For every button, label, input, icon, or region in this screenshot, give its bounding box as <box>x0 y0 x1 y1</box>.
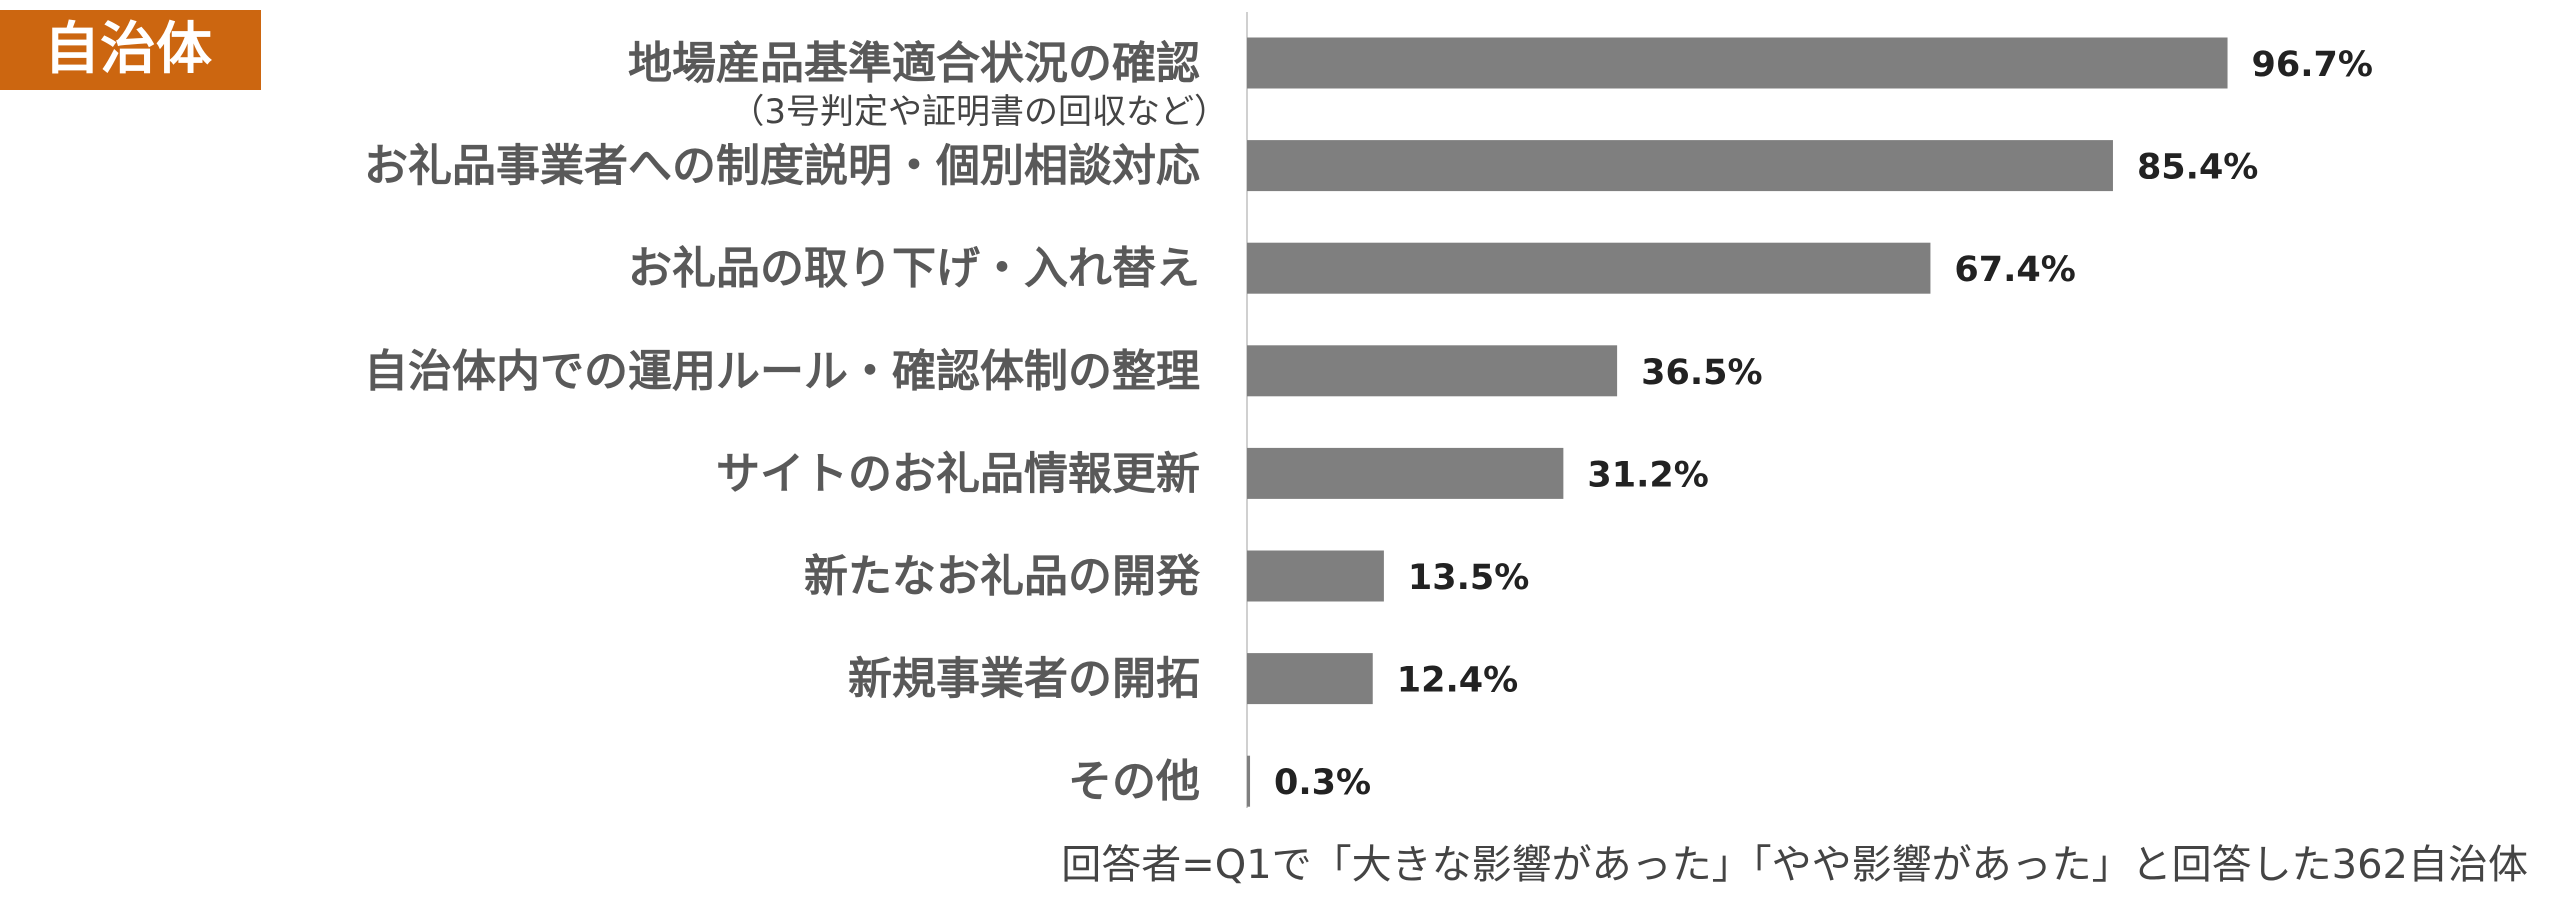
bar-6 <box>1247 550 1384 602</box>
category-label-3: お礼品の取り下げ・入れ替え <box>628 243 1200 294</box>
value-label-6: 13.5% <box>1408 558 1529 598</box>
value-labels: 96.7% 85.4% 67.4% 36.5% 31.2% 13.5% 12.4% 0.3% <box>1274 45 2373 803</box>
category-label-5: サイトのお礼品情報更新 <box>716 448 1200 499</box>
category-sublabel-1: （3号判定や証明書の回収など） <box>730 92 1228 132</box>
category-labels: 地場産品基準適合状況の確認（3号判定や証明書の回収など） お礼品事業者への制度説明… <box>364 38 1228 807</box>
bar-3 <box>1247 242 1931 294</box>
bar-1 <box>1247 37 2228 89</box>
value-label-1: 96.7% <box>2252 45 2373 85</box>
bars <box>1247 37 2228 807</box>
value-label-2: 85.4% <box>2137 148 2258 188</box>
bar-4 <box>1247 345 1618 397</box>
respondent-footnote: 回答者=Q1で「大きな影響があった」「やや影響があった」と回答した362自治体 <box>1061 842 2528 888</box>
category-label-8: その他 <box>1068 756 1200 807</box>
value-label-3: 67.4% <box>1954 250 2075 290</box>
bar-7 <box>1247 653 1373 705</box>
category-label-6: 新たなお礼品の開発 <box>804 551 1201 602</box>
category-label-4: 自治体内での運用ルール・確認体制の整理 <box>364 346 1200 397</box>
value-label-7: 12.4% <box>1397 661 1518 701</box>
bar-5 <box>1247 447 1564 499</box>
bar-8 <box>1247 755 1251 807</box>
value-label-8: 0.3% <box>1274 763 1371 803</box>
bar-2 <box>1247 140 2113 192</box>
category-label-2: お礼品事業者への制度説明・個別相談対応 <box>364 141 1200 192</box>
value-label-5: 31.2% <box>1587 455 1708 495</box>
category-label-7: 新規事業者の開拓 <box>848 654 1200 705</box>
category-label-1: 地場産品基準適合状況の確認 <box>628 38 1200 89</box>
respondent-badge: 自治体 <box>0 10 261 90</box>
value-label-4: 36.5% <box>1641 353 1762 393</box>
